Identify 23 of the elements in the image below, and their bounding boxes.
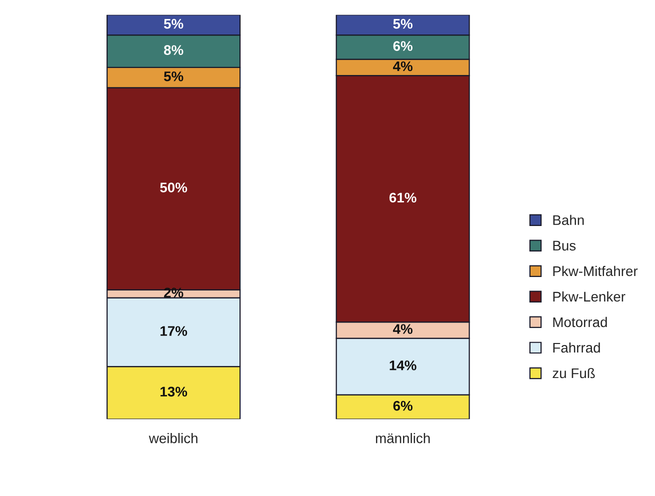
data-label: 5% [164,18,184,29]
data-label: 8% [164,45,184,55]
legend-label: Bahn [553,214,584,226]
legend-label: zu Fuß [552,368,595,378]
legend-label: Fahrrad [553,342,600,353]
data-label: 2% [164,288,184,298]
data-label: 13% [160,386,188,397]
x-tick-label: weiblich [148,433,198,444]
data-label: 6% [393,41,412,51]
data-label: 61% [389,192,416,203]
legend-label: Bus [553,240,576,251]
data-label: 14% [390,360,416,370]
legend-label: Pkw-Mitfahrer [553,266,638,276]
data-label: 4% [393,61,412,72]
data-label: 6% [393,400,412,411]
data-label: 5% [393,18,412,29]
x-tick-label: männlich [376,433,430,444]
data-label: 5% [164,71,184,82]
data-label: 4% [393,324,412,334]
data-label: 17% [160,326,188,336]
data-label: 50% [160,182,188,192]
legend-label: Motorrad [553,316,607,328]
legend-label: Pkw-Lenker [553,291,626,302]
